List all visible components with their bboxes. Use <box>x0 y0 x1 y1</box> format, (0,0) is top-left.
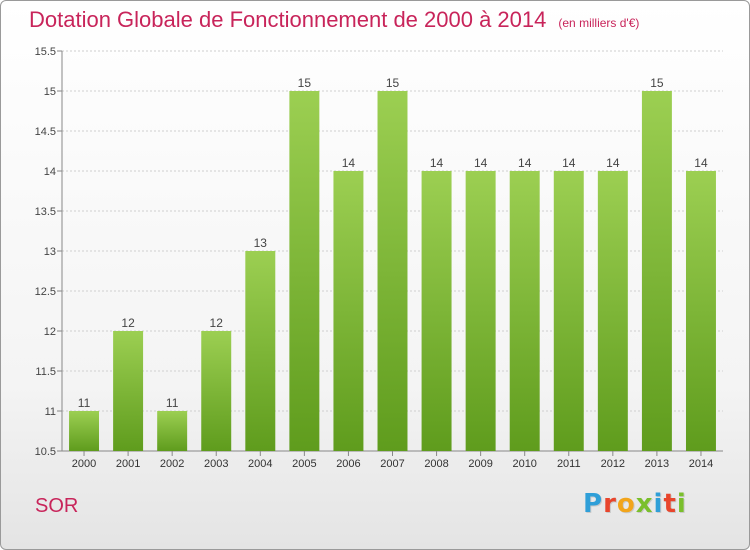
x-tick-label: 2001 <box>116 458 140 470</box>
bar <box>201 331 232 451</box>
bar <box>465 171 496 451</box>
proxiti-logo: Proxiti <box>583 489 687 519</box>
logo-letter: P <box>583 489 604 519</box>
bar <box>553 171 584 451</box>
x-tick-label: 2013 <box>645 458 669 470</box>
logo-letter: r <box>603 489 617 519</box>
logo-letter: t <box>663 489 677 519</box>
data-label: 15 <box>386 76 400 90</box>
bar <box>685 171 716 451</box>
x-tick-label: 2007 <box>380 458 404 470</box>
bar <box>69 411 100 451</box>
logo-letter: i <box>653 489 664 519</box>
data-label: 13 <box>254 236 268 250</box>
y-tick-label: 10.5 <box>35 446 56 458</box>
x-tick-label: 2010 <box>512 458 536 470</box>
data-label: 14 <box>430 156 444 170</box>
bar <box>377 91 408 451</box>
bar <box>157 411 188 451</box>
data-label: 14 <box>518 156 532 170</box>
x-tick-label: 2005 <box>292 458 316 470</box>
logo-letter: i <box>676 489 687 519</box>
data-label: 15 <box>298 76 312 90</box>
y-tick-label: 12.5 <box>35 286 56 298</box>
data-label: 14 <box>342 156 356 170</box>
data-label: 12 <box>121 316 135 330</box>
logo-letter: o <box>616 489 636 519</box>
x-tick-label: 2014 <box>689 458 713 470</box>
y-tick-label: 15.5 <box>35 46 56 58</box>
x-tick-label: 2009 <box>468 458 492 470</box>
y-tick-label: 13.5 <box>35 206 56 218</box>
data-label: 14 <box>694 156 708 170</box>
bar <box>641 91 672 451</box>
chart-title-main: Dotation Globale de Fonctionnement de 20… <box>29 7 547 32</box>
data-label: 12 <box>210 316 224 330</box>
logo-letter: x <box>635 489 654 519</box>
data-label: 11 <box>166 396 179 410</box>
x-tick-label: 2002 <box>160 458 184 470</box>
y-tick-label: 11.5 <box>35 366 56 378</box>
y-tick-label: 12 <box>44 326 56 338</box>
y-tick-label: 15 <box>44 86 56 98</box>
x-tick-label: 2012 <box>601 458 625 470</box>
bar <box>421 171 452 451</box>
chart-subtitle: (en milliers d'€) <box>558 16 640 30</box>
bar <box>333 171 364 451</box>
x-tick-label: 2004 <box>248 458 272 470</box>
y-tick-label: 13 <box>44 246 56 258</box>
bar <box>289 91 320 451</box>
data-label: 14 <box>562 156 576 170</box>
chart-title: Dotation Globale de Fonctionnement de 20… <box>29 7 639 33</box>
y-tick-label: 14 <box>44 166 56 178</box>
bar <box>113 331 144 451</box>
x-tick-label: 2003 <box>204 458 228 470</box>
y-tick-label: 11 <box>45 406 56 418</box>
data-label: 14 <box>606 156 620 170</box>
data-label: 11 <box>78 396 91 410</box>
x-tick-label: 2011 <box>557 458 581 470</box>
data-label: 14 <box>474 156 488 170</box>
y-tick-label: 14.5 <box>35 126 56 138</box>
x-tick-label: 2008 <box>424 458 448 470</box>
bar <box>509 171 540 451</box>
commune-name: SOR <box>35 495 79 517</box>
x-tick-label: 2000 <box>72 458 96 470</box>
data-label: 15 <box>650 76 664 90</box>
bar <box>597 171 628 451</box>
x-tick-label: 2006 <box>336 458 360 470</box>
bar <box>245 251 276 451</box>
